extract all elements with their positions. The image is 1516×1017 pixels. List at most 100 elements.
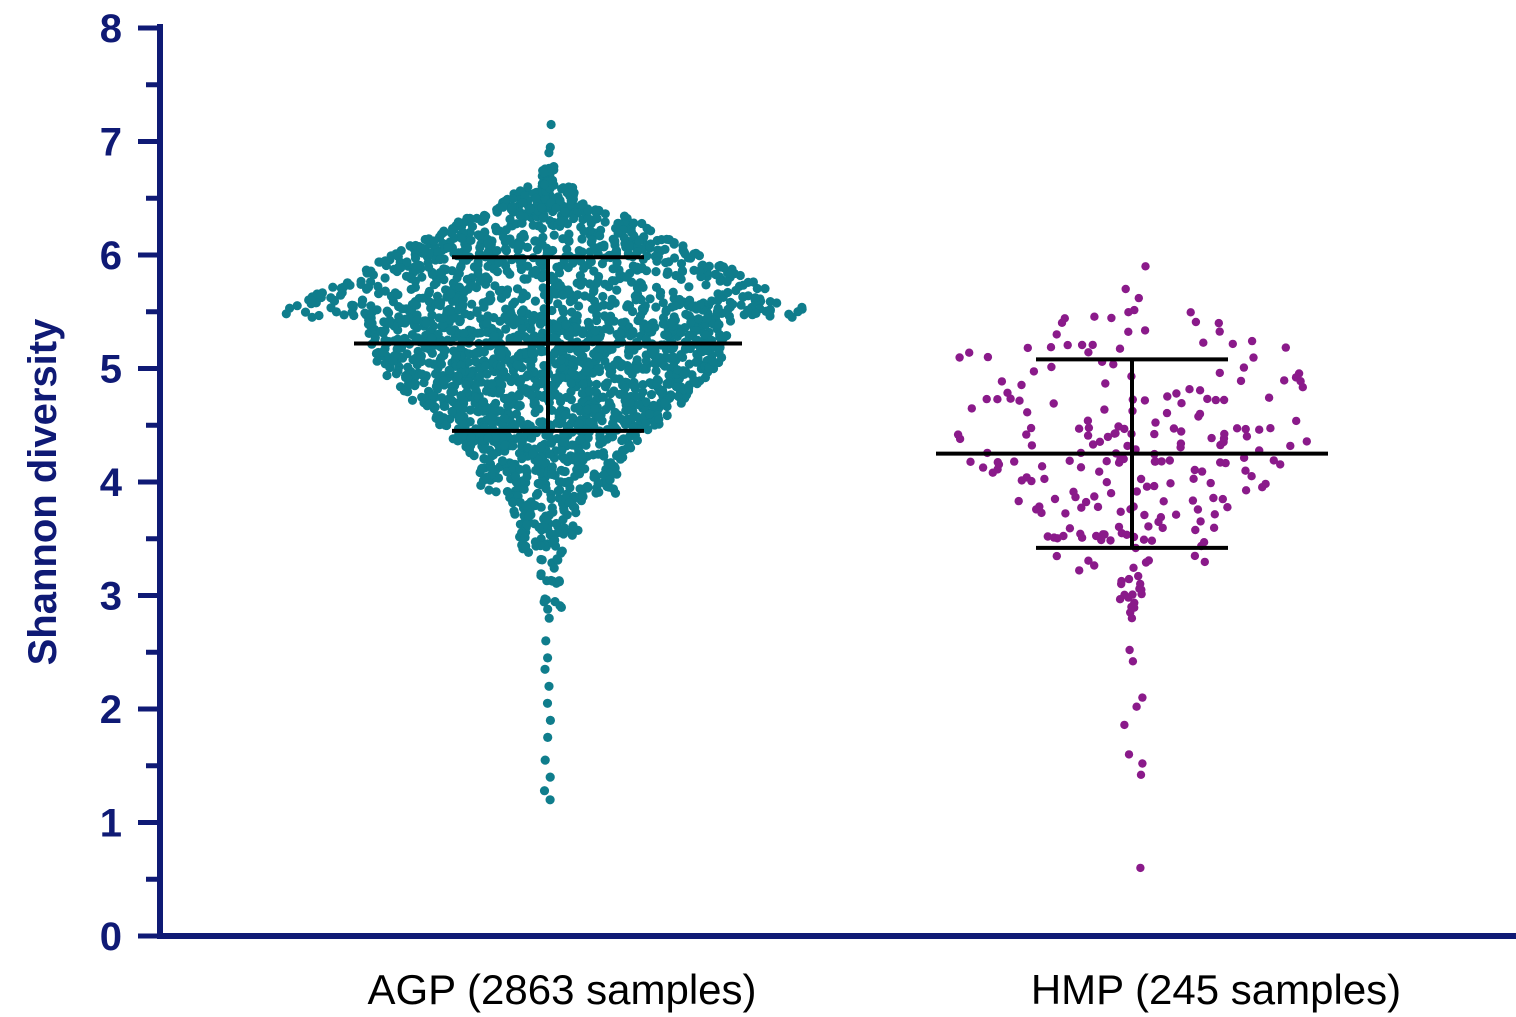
data-point [347, 300, 357, 310]
data-point [1136, 770, 1146, 779]
data-point [507, 202, 517, 212]
data-point [393, 252, 403, 262]
data-point [1171, 510, 1181, 519]
data-point [1077, 340, 1087, 350]
data-point [637, 218, 647, 229]
data-point [349, 310, 359, 321]
data-point [435, 254, 445, 265]
data-point [519, 484, 529, 494]
data-point [684, 359, 694, 369]
data-point [429, 236, 439, 246]
data-point [1141, 262, 1150, 271]
data-point [1241, 466, 1250, 475]
data-point [1027, 476, 1036, 486]
data-point [669, 238, 679, 248]
data-point [1150, 429, 1159, 439]
data-point [585, 279, 595, 289]
data-point [548, 350, 558, 360]
data-point [520, 384, 531, 394]
data-point [646, 226, 656, 236]
data-point [600, 311, 610, 321]
data-point [453, 305, 464, 315]
data-point [583, 213, 593, 223]
data-point [300, 307, 311, 317]
data-point [546, 575, 556, 586]
data-point [525, 204, 535, 214]
data-point [410, 253, 421, 263]
data-point [606, 458, 616, 468]
data-point [1090, 492, 1099, 501]
data-point [447, 406, 457, 417]
data-point [566, 395, 577, 405]
data-point [713, 303, 723, 313]
data-point [593, 478, 603, 488]
data-point [997, 377, 1007, 386]
data-point [339, 310, 349, 320]
data-point [983, 352, 993, 362]
data-point [495, 378, 505, 388]
data-point [591, 488, 601, 498]
data-point [592, 315, 602, 326]
data-point [525, 421, 535, 431]
axes [157, 24, 1516, 939]
data-point [1134, 571, 1143, 581]
data-point [470, 356, 480, 366]
data-point [447, 395, 457, 405]
data-point [357, 299, 367, 309]
data-point [651, 267, 661, 277]
data-point [577, 388, 587, 399]
data-point [517, 324, 527, 334]
data-points [281, 119, 1312, 873]
data-point [535, 541, 546, 551]
data-point [1092, 531, 1101, 541]
data-point [466, 235, 476, 245]
data-point [668, 287, 678, 297]
data-point [1197, 467, 1207, 476]
data-point [281, 309, 291, 319]
data-point [1093, 502, 1103, 512]
data-point [499, 413, 509, 423]
data-point [475, 242, 485, 253]
data-point [412, 323, 422, 333]
data-point [410, 379, 420, 389]
data-point [427, 348, 437, 358]
data-point [452, 273, 462, 283]
data-point [676, 259, 687, 269]
data-point [619, 211, 630, 221]
data-point [549, 333, 559, 343]
data-point [558, 290, 568, 300]
data-point [419, 244, 429, 254]
data-point [1157, 457, 1166, 466]
y-tick-label: 2 [100, 688, 122, 732]
data-point [380, 256, 390, 266]
data-point [693, 314, 704, 324]
data-point [362, 268, 372, 278]
data-point [510, 420, 520, 430]
data-point [572, 311, 582, 321]
data-point [1027, 441, 1037, 450]
data-point [372, 356, 382, 366]
data-point [543, 604, 553, 614]
data-point [1053, 534, 1062, 543]
data-point [446, 228, 456, 238]
data-point [1049, 399, 1058, 408]
data-point [598, 291, 608, 302]
data-point [555, 195, 565, 206]
data-point [505, 214, 515, 224]
data-point [482, 369, 492, 379]
data-point [1088, 440, 1098, 449]
data-point [472, 347, 482, 357]
data-point [528, 220, 538, 230]
data-point [701, 280, 711, 290]
data-point [556, 477, 566, 487]
data-point [1138, 693, 1147, 702]
data-point [417, 272, 427, 282]
data-point [638, 387, 648, 397]
data-point [1095, 437, 1105, 446]
data-point [526, 390, 537, 401]
data-point [556, 446, 567, 456]
data-point [436, 359, 447, 369]
data-point [1014, 496, 1023, 506]
data-point [694, 251, 705, 261]
data-point [465, 417, 475, 427]
